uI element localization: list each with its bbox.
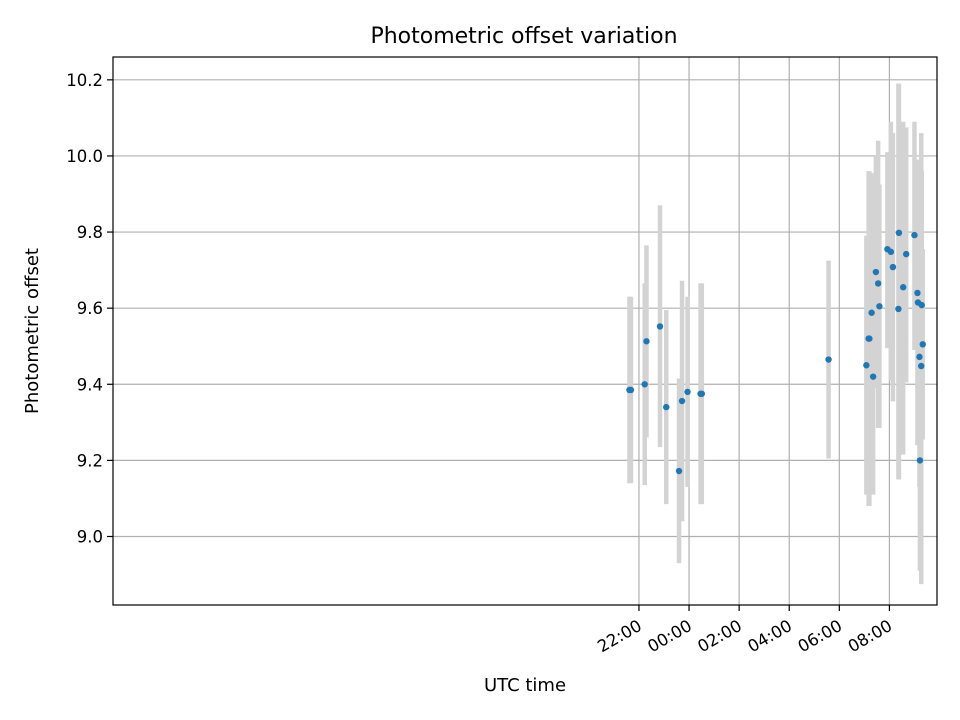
data-point — [887, 248, 895, 256]
y-tick-label: 9.4 — [77, 375, 103, 394]
data-point — [866, 335, 873, 342]
data-point — [919, 341, 926, 348]
plot-frame — [112, 56, 938, 606]
data-point — [916, 457, 924, 464]
data-point — [825, 356, 832, 363]
data-point — [675, 467, 683, 475]
data-point — [663, 403, 670, 411]
data-point — [876, 303, 883, 310]
data-point — [889, 263, 897, 271]
data-point — [895, 229, 903, 237]
data-point — [874, 280, 882, 287]
y-tick-label: 9.0 — [77, 528, 103, 547]
data-point — [627, 386, 635, 394]
data-point — [643, 338, 650, 345]
x-axis-label: UTC time — [484, 675, 566, 696]
data-point — [911, 231, 918, 239]
data-point — [698, 390, 706, 397]
data-point — [656, 323, 664, 330]
data-point — [899, 284, 907, 291]
data-point — [678, 397, 686, 405]
data-points — [626, 229, 926, 475]
y-tick-label: 9.2 — [77, 451, 103, 470]
y-tick-label: 10.2 — [66, 71, 103, 90]
data-point — [869, 373, 877, 380]
data-point — [916, 353, 923, 361]
data-point — [872, 268, 880, 276]
chart-title: Photometric offset variation — [370, 24, 677, 49]
data-point — [684, 388, 691, 396]
data-point — [918, 301, 925, 309]
y-tick-label: 9.8 — [77, 223, 103, 242]
data-point — [918, 362, 925, 370]
data-point — [868, 309, 875, 316]
y-tick-label: 9.6 — [77, 299, 103, 318]
data-point — [641, 381, 648, 388]
data-point — [895, 305, 902, 313]
data-point — [902, 250, 910, 258]
data-point — [914, 289, 921, 297]
y-axis-ticks: 9.0 9.2 9.4 9.6 9.8 10.0 10.2 — [66, 71, 113, 547]
y-tick-label: 10.0 — [66, 147, 103, 166]
data-point — [863, 362, 870, 369]
y-axis-label: Photometric offset — [22, 248, 43, 414]
